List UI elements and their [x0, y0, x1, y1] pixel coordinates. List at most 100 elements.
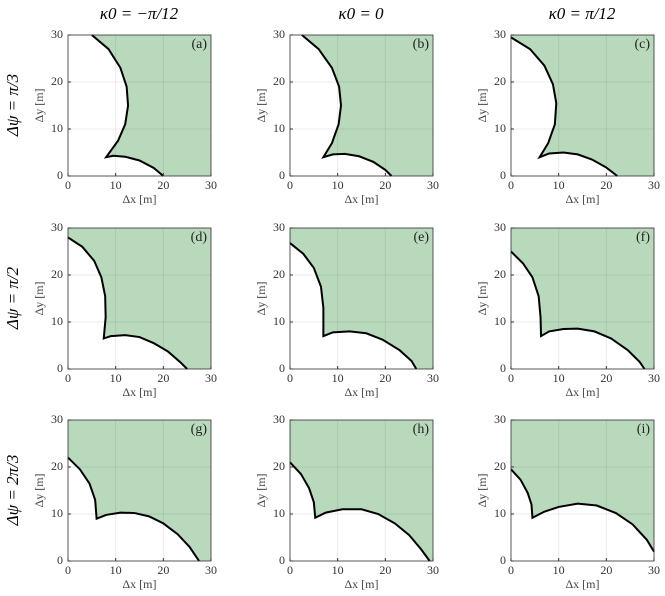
y-tick-label: 10	[51, 506, 63, 520]
y-tick-label: 20	[273, 267, 285, 281]
y-tick-label: 30	[494, 220, 506, 234]
panel-label: (a)	[191, 37, 207, 52]
y-tick-label: 20	[273, 74, 285, 88]
axes-box	[289, 419, 434, 562]
y-tick-label: 30	[51, 412, 63, 426]
axes-box	[510, 227, 655, 370]
x-tick-label: 30	[205, 178, 217, 192]
x-axis-label: Δx [m]	[122, 192, 156, 206]
subplot: 0 10 20 30 0 10 20 30 Δx [m] Δy [m] (g)	[32, 412, 217, 591]
y-tick-label: 10	[494, 506, 506, 520]
subplot: 0 10 20 30 0 10 20 30 Δx [m] Δy [m] (f)	[475, 220, 660, 399]
y-tick-label: 10	[273, 121, 285, 135]
subplot: 0 10 20 30 0 10 20 30 Δx [m] Δy [m] (d)	[32, 220, 217, 399]
x-tick-label: 0	[65, 371, 71, 385]
x-axis-label: Δx [m]	[344, 192, 378, 206]
y-axis-label: Δy [m]	[254, 88, 268, 122]
panel-label: (e)	[413, 230, 429, 245]
subplot: 0 10 20 30 0 10 20 30 Δx [m] Δy [m] (h)	[254, 412, 439, 591]
x-tick-label: 0	[65, 563, 71, 577]
boundary-curve	[510, 250, 646, 370]
x-axis-label: Δx [m]	[344, 385, 378, 399]
x-axis-label: Δx [m]	[122, 577, 156, 591]
panel-label: (f)	[636, 230, 650, 245]
y-tick-label: 0	[279, 168, 285, 182]
axes-box	[510, 34, 655, 177]
y-tick-label: 30	[273, 412, 285, 426]
feasible-region	[290, 420, 433, 561]
x-tick-label: 20	[379, 563, 391, 577]
panel-label: (c)	[634, 37, 650, 52]
y-tick-label: 30	[273, 220, 285, 234]
x-tick-label: 10	[553, 178, 565, 192]
feasible-region	[511, 35, 654, 176]
y-axis-label: Δy [m]	[32, 88, 46, 122]
x-tick-label: 10	[110, 178, 122, 192]
feasible-region	[511, 228, 654, 369]
x-tick-label: 20	[379, 178, 391, 192]
y-tick-label: 20	[51, 74, 63, 88]
x-tick-label: 0	[65, 178, 71, 192]
y-tick-label: 10	[494, 314, 506, 328]
subplot: 0 10 20 30 0 10 20 30 Δx [m] Δy [m] (a)	[32, 27, 217, 206]
axes-box	[67, 227, 212, 370]
y-tick-label: 20	[494, 459, 506, 473]
x-tick-label: 20	[157, 563, 169, 577]
row-title: Δψ = 2π/3	[3, 455, 22, 527]
y-axis-label: Δy [m]	[475, 473, 489, 507]
boundary-curve	[91, 34, 164, 177]
panel-label: (i)	[637, 422, 651, 437]
x-axis-label: Δx [m]	[344, 577, 378, 591]
y-tick-label: 10	[494, 121, 506, 135]
x-tick-label: 20	[600, 563, 612, 577]
y-axis-label: Δy [m]	[32, 281, 46, 315]
y-tick-label: 20	[51, 267, 63, 281]
y-axis-label: Δy [m]	[475, 281, 489, 315]
x-tick-label: 20	[157, 371, 169, 385]
y-tick-label: 20	[494, 267, 506, 281]
y-axis-label: Δy [m]	[475, 88, 489, 122]
y-axis-label: Δy [m]	[32, 473, 46, 507]
axes-box	[67, 34, 212, 177]
x-tick-label: 0	[508, 371, 514, 385]
x-tick-label: 10	[332, 178, 344, 192]
x-tick-label: 10	[553, 371, 565, 385]
y-axis-label: Δy [m]	[254, 281, 268, 315]
feasible-region	[91, 35, 211, 176]
y-tick-label: 10	[51, 314, 63, 328]
x-tick-label: 10	[110, 371, 122, 385]
feasible-region	[301, 35, 433, 176]
y-tick-label: 30	[51, 27, 63, 41]
y-tick-label: 0	[57, 553, 63, 567]
feasible-region	[511, 420, 654, 552]
x-tick-label: 10	[332, 563, 344, 577]
y-tick-label: 0	[57, 168, 63, 182]
subplot: 0 10 20 30 0 10 20 30 Δx [m] Δy [m] (b)	[254, 27, 439, 206]
y-tick-label: 20	[494, 74, 506, 88]
y-tick-label: 20	[273, 459, 285, 473]
axes-box	[67, 419, 212, 562]
y-tick-label: 30	[51, 220, 63, 234]
x-tick-label: 0	[508, 563, 514, 577]
x-axis-label: Δx [m]	[565, 385, 599, 399]
boundary-curve	[289, 242, 418, 370]
panel-label: (g)	[191, 422, 208, 437]
axes-box	[289, 227, 434, 370]
x-tick-label: 20	[157, 178, 169, 192]
x-tick-label: 0	[287, 178, 293, 192]
y-tick-label: 10	[273, 506, 285, 520]
row-title: Δψ = π/2	[3, 266, 22, 330]
x-tick-label: 20	[600, 178, 612, 192]
x-tick-label: 30	[205, 371, 217, 385]
feasible-region	[68, 420, 211, 561]
boundary-curve	[301, 34, 393, 177]
x-axis-label: Δx [m]	[565, 577, 599, 591]
boundary-curve	[289, 461, 431, 562]
axes-box	[289, 34, 434, 177]
x-tick-label: 0	[287, 371, 293, 385]
column-title: κ0 = π/12	[549, 4, 616, 23]
x-tick-label: 30	[205, 563, 217, 577]
x-tick-label: 10	[332, 371, 344, 385]
y-tick-label: 0	[500, 553, 506, 567]
panel-label: (h)	[413, 422, 430, 437]
